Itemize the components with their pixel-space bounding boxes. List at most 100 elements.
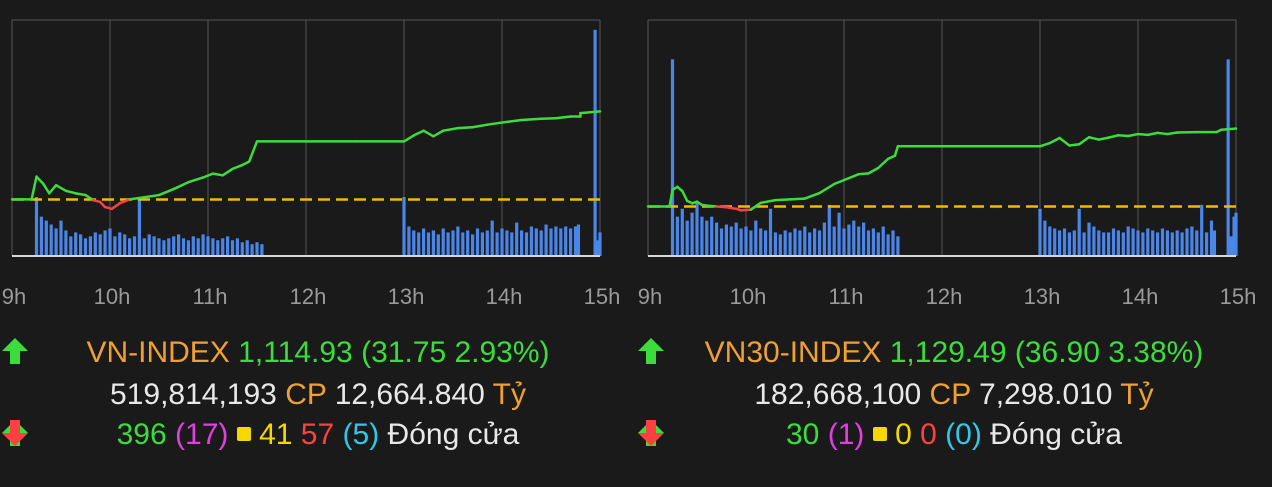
- volume-bar: [466, 230, 470, 256]
- price-line-segment: [1117, 133, 1130, 138]
- x-tick-label: 9h: [2, 284, 26, 309]
- volume-bar: [88, 236, 92, 256]
- price-line-segment: [788, 197, 807, 201]
- volume-bar: [768, 208, 773, 256]
- price-line-segment: [520, 117, 543, 122]
- volume-bar: [211, 238, 215, 256]
- price-line-segment: [74, 192, 87, 197]
- volume-bar: [1062, 228, 1067, 256]
- volume-bar: [461, 232, 465, 256]
- volume-bar: [896, 236, 900, 256]
- volume-bar: [64, 230, 68, 256]
- arrow-up-icon: [638, 338, 664, 364]
- volume-bar: [1072, 230, 1076, 256]
- x-tick-label: 14h: [486, 284, 523, 309]
- volume-bar: [827, 204, 831, 256]
- volume-bar: [221, 238, 225, 256]
- volume-bar: [886, 234, 890, 256]
- trade-value: 7,298.010: [979, 378, 1113, 411]
- price-line-segment: [1220, 127, 1238, 131]
- market-status: Đóng cửa: [387, 418, 520, 451]
- index-name: VN-INDEX: [86, 336, 230, 369]
- price-line-segment: [35, 175, 45, 186]
- volume-bar: [456, 226, 460, 256]
- volume-bar: [417, 232, 421, 256]
- volume-bar: [1160, 228, 1165, 256]
- price-line-segment: [749, 201, 762, 211]
- decliners-count: 0: [920, 418, 937, 451]
- value-unit: Tỷ: [492, 378, 526, 411]
- volume-bar: [186, 240, 190, 256]
- arrow-up-icon: [2, 338, 28, 364]
- volume-bar: [1175, 230, 1179, 256]
- volume-bar: [250, 244, 254, 256]
- vnindex-breadth-line: 396 (17) 41 57 (5) Đóng cửa: [0, 418, 636, 452]
- price-line-segment: [1068, 143, 1081, 147]
- volume-bar: [431, 230, 435, 256]
- volume-bar: [1205, 232, 1209, 256]
- volume-bar: [240, 242, 244, 256]
- advancers-count: 30: [786, 418, 820, 451]
- price-line-segment: [157, 187, 175, 197]
- volume-bar: [441, 228, 445, 256]
- volume-bar: [132, 236, 137, 256]
- volume-bar: [739, 228, 743, 256]
- volume-bar: [1195, 230, 1199, 256]
- price-line-segment: [54, 183, 68, 193]
- volume-bar: [74, 232, 78, 256]
- volume-bar: [842, 228, 846, 256]
- volume-bar: [744, 226, 748, 256]
- x-tick-label: 15h: [584, 284, 621, 309]
- volume-bar: [113, 236, 117, 256]
- volume-bar: [576, 224, 581, 256]
- x-tick-label: 13h: [388, 284, 425, 309]
- price-line-segment: [47, 183, 58, 195]
- volume-bar: [783, 230, 787, 256]
- volume-bar: [103, 230, 107, 256]
- volume-bar: [1234, 212, 1238, 256]
- market-status: Đóng cửa: [990, 418, 1122, 451]
- price-line-segment: [857, 172, 870, 176]
- volume-bar: [559, 228, 563, 256]
- volume-bar: [1156, 232, 1160, 256]
- volume-bar: [505, 230, 509, 256]
- price-line-segment: [725, 205, 738, 211]
- x-tick-label: 15h: [1220, 284, 1257, 309]
- volume-bar: [471, 234, 475, 256]
- volume-bar: [1058, 230, 1062, 256]
- volume-bar: [832, 226, 836, 256]
- volume-bar: [206, 236, 210, 256]
- volume-bar: [773, 232, 777, 256]
- price-line-segment: [201, 172, 215, 179]
- volume-bar: [230, 240, 235, 256]
- volume-bar: [490, 220, 494, 256]
- unchanged-count: 0: [895, 418, 912, 451]
- volume-bar: [754, 220, 758, 256]
- volume-bar: [871, 228, 875, 256]
- volume-bar: [1212, 230, 1217, 256]
- x-tick-label: 10h: [94, 284, 131, 309]
- volume-bar: [808, 232, 812, 256]
- volume-bar: [1185, 228, 1189, 256]
- volume-bar: [59, 220, 63, 256]
- volume-bar: [1043, 220, 1047, 256]
- price-line-segment: [64, 189, 77, 195]
- price-line-segment: [893, 145, 900, 157]
- volume-bar: [152, 236, 156, 256]
- price-line-segment: [759, 198, 777, 205]
- price-line-segment: [877, 157, 890, 170]
- index-name: VN30-INDEX: [704, 336, 882, 369]
- volume-bar: [569, 228, 573, 256]
- volume-bar: [1092, 226, 1096, 256]
- volume-shares: 182,668,100: [754, 378, 922, 411]
- price-line-segment: [1156, 131, 1169, 136]
- volume-bar: [847, 224, 851, 256]
- volume-bar: [734, 222, 738, 256]
- price-line-segment: [211, 172, 224, 177]
- volume-bar: [690, 212, 694, 256]
- volume-bar: [245, 240, 249, 256]
- ceiling-count: (1): [827, 418, 865, 451]
- volume-bar: [1226, 59, 1230, 257]
- price-line-segment: [1077, 135, 1091, 146]
- price-line-segment: [867, 166, 880, 175]
